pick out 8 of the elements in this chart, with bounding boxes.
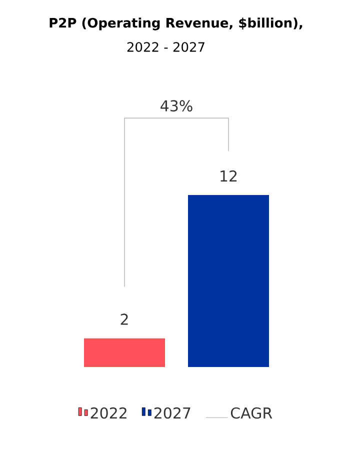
text: CAGR bbox=[230, 407, 272, 419]
data-label: 2 bbox=[120, 314, 128, 325]
legend-label: 2022 bbox=[90, 407, 126, 419]
chart-subtitle: 2022 - 2027 bbox=[127, 42, 204, 52]
chart-title: P2P (Operating Revenue, $billion), bbox=[50, 18, 302, 30]
legend-label: 2027 bbox=[154, 407, 190, 419]
data-label: 12 bbox=[220, 170, 237, 182]
text: 43% bbox=[160, 100, 192, 112]
